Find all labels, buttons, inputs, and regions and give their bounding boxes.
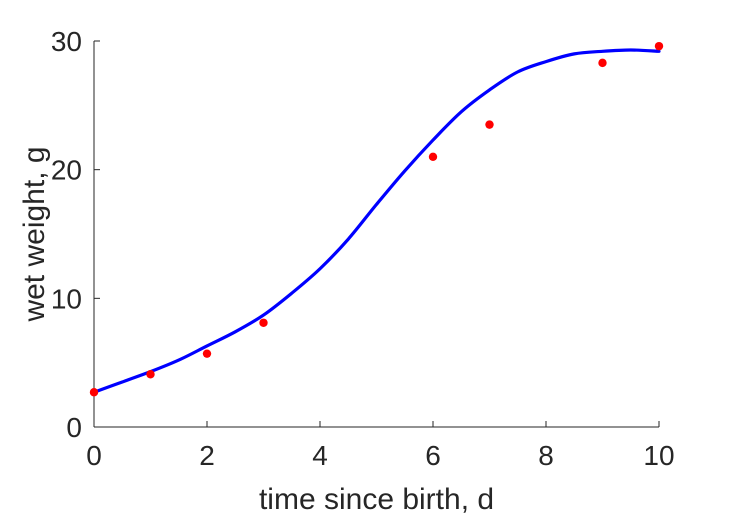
data-point	[259, 318, 268, 327]
x-tick-label: 6	[425, 440, 441, 471]
y-tick-label: 20	[51, 155, 82, 186]
y-tick-label: 30	[51, 26, 82, 57]
fit-curve	[92, 48, 661, 394]
axes	[93, 41, 659, 428]
data-point	[146, 370, 155, 379]
x-tick-label: 8	[538, 440, 554, 471]
ticks: 0 2 4 6 8 10 0 10 20 30	[51, 26, 675, 471]
x-tick-label: 0	[86, 440, 102, 471]
data-point	[485, 120, 494, 129]
data-point	[598, 58, 607, 68]
y-tick-label: 10	[51, 283, 82, 314]
data-point	[202, 349, 212, 358]
x-tick-label: 10	[643, 440, 674, 471]
data-point	[89, 388, 99, 397]
y-tick-label: 0	[66, 412, 82, 443]
y-axis-title: wet weight, g	[18, 146, 51, 322]
data-point	[428, 152, 438, 161]
x-tick-label: 2	[199, 440, 215, 471]
series	[89, 41, 664, 397]
x-axis-title: time since birth, d	[259, 483, 494, 516]
x-tick-label: 4	[312, 440, 328, 471]
data-point	[654, 41, 664, 51]
